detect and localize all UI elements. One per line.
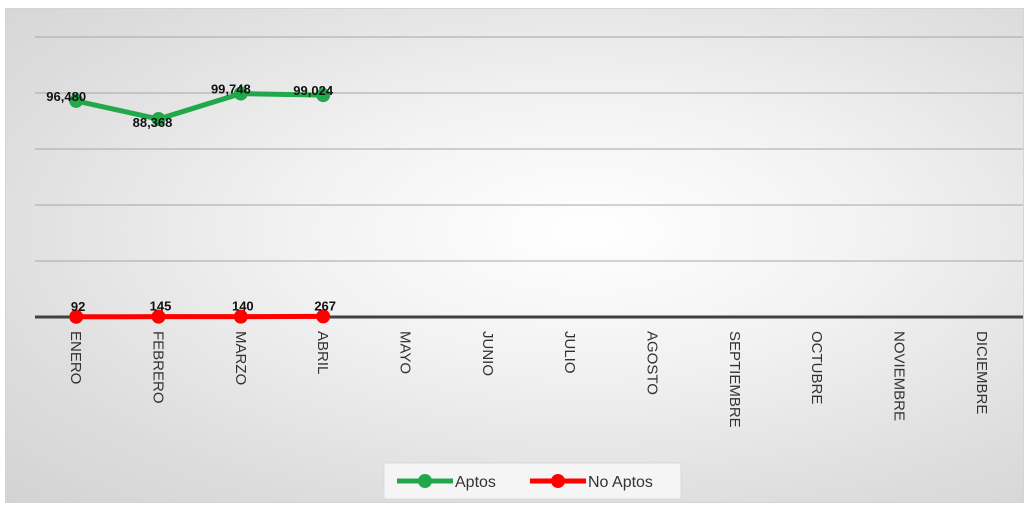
category-label: AGOSTO (644, 331, 661, 395)
series-line (73, 91, 326, 122)
category-label: FEBRERO (150, 331, 167, 404)
category-label: OCTUBRE (808, 331, 825, 404)
series-layer (69, 86, 331, 324)
legend-marker (551, 474, 565, 488)
category-label: MAYO (397, 331, 414, 374)
legend-item-no-aptos[interactable]: No Aptos (530, 474, 653, 491)
data-point[interactable] (316, 88, 331, 103)
legend-marker (418, 474, 432, 488)
data-point[interactable] (69, 93, 84, 108)
series-no-aptos (69, 309, 331, 324)
category-label: ABRIL (314, 331, 331, 374)
category-label: MARZO (232, 331, 249, 385)
category-label: NOVIEMBRE (891, 331, 908, 421)
data-label: 92 (71, 299, 85, 314)
data-point[interactable] (151, 112, 166, 127)
data-label: 267 (314, 298, 336, 313)
data-label: 140 (232, 299, 254, 314)
series-aptos (69, 86, 331, 127)
data-point[interactable] (151, 309, 166, 324)
category-label: JUNIO (479, 331, 496, 376)
data-labels: 96,480 88,368 99,748 99,024 92 145 140 267 (46, 82, 336, 314)
data-label: 96,480 (46, 89, 86, 104)
gridlines (35, 36, 1023, 262)
category-labels: ENERO FEBRERO MARZO ABRIL MAYO JUNIO JULIO AGOS… (67, 331, 990, 428)
legend[interactable]: Aptos No Aptos (383, 462, 682, 500)
data-label: 99,748 (211, 82, 251, 97)
legend-item-aptos[interactable]: Aptos (397, 474, 496, 491)
data-point[interactable] (233, 309, 248, 324)
chart-area (5, 8, 1024, 503)
data-label: 88,368 (133, 115, 173, 130)
legend-label: Aptos (455, 474, 496, 491)
data-label: 99,024 (293, 83, 334, 98)
category-label: DICIEMBRE (973, 331, 990, 414)
data-point[interactable] (316, 309, 331, 324)
data-label: 145 (150, 299, 172, 314)
category-label: SEPTIEMBRE (726, 331, 743, 428)
category-label: JULIO (561, 331, 578, 374)
data-point[interactable] (233, 86, 248, 101)
legend-label: No Aptos (588, 474, 653, 491)
data-point[interactable] (69, 309, 84, 324)
category-label: ENERO (67, 331, 84, 384)
